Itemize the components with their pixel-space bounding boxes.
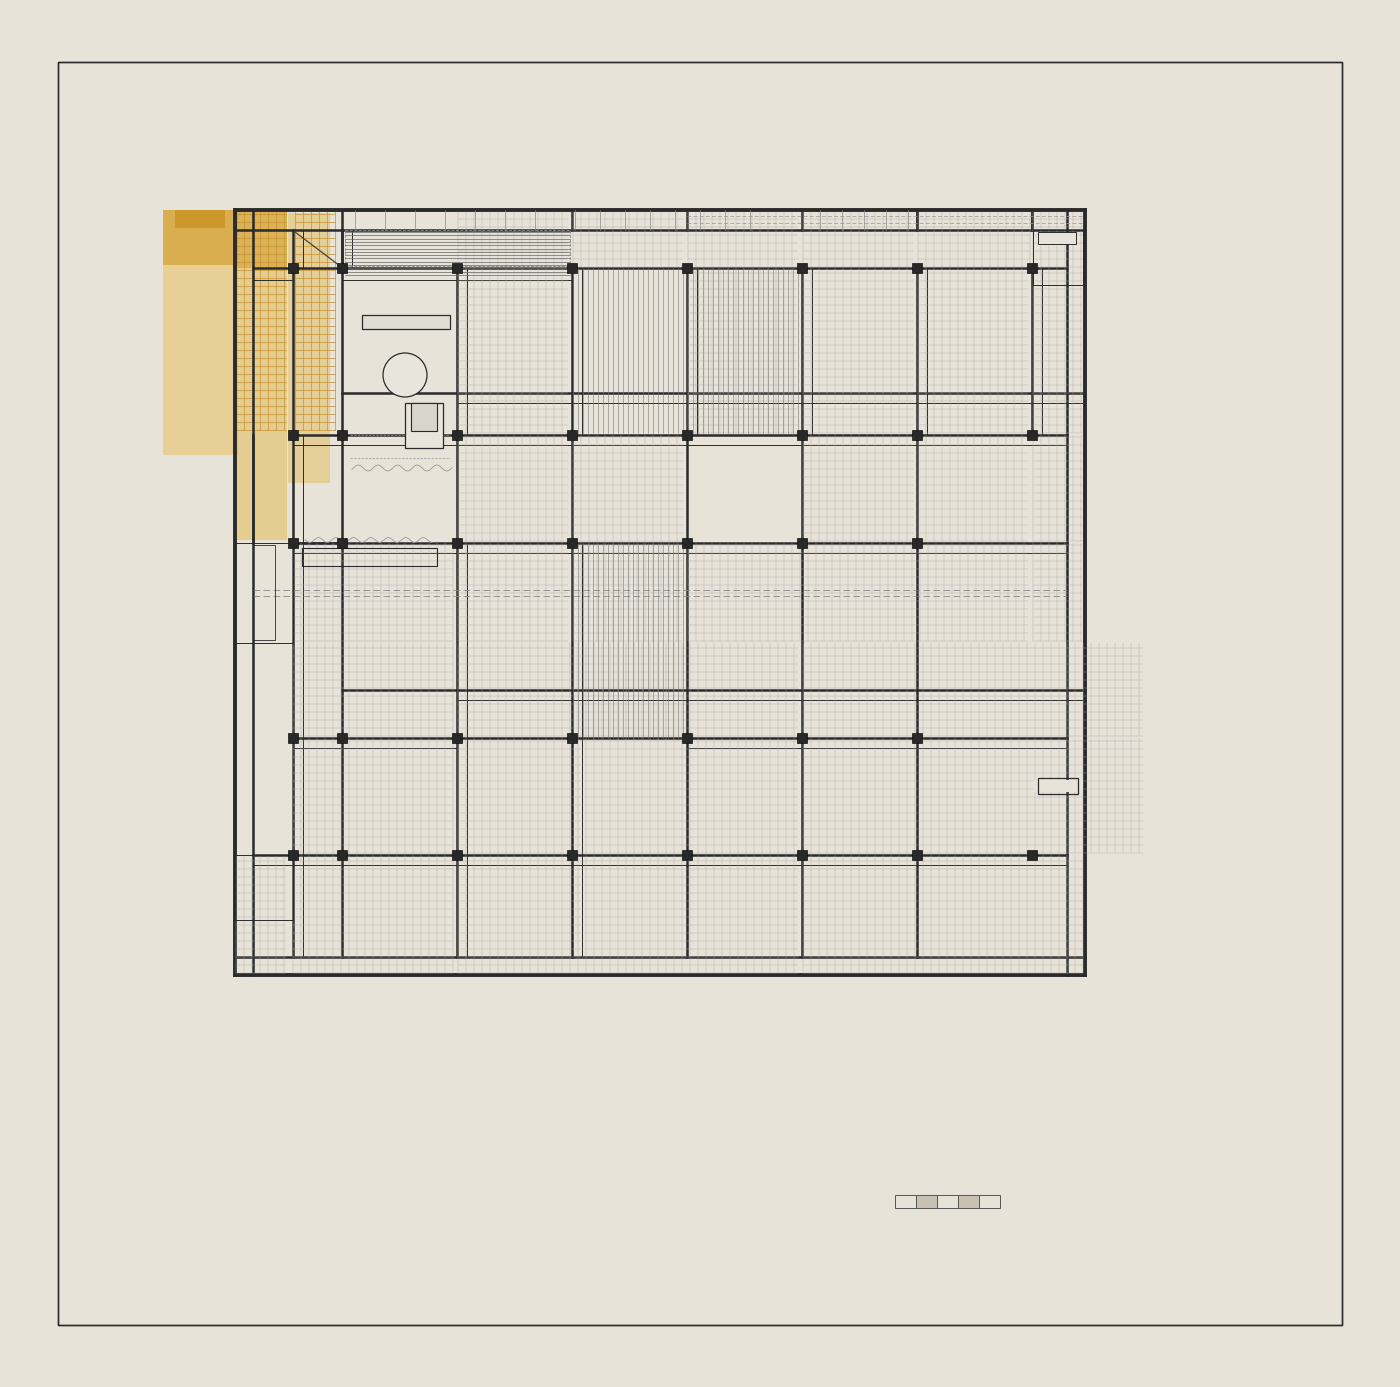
Bar (797, 732, 806, 743)
Bar (911, 538, 923, 548)
Bar (567, 732, 577, 743)
Bar (567, 538, 577, 548)
Bar (452, 430, 462, 440)
Bar (797, 850, 806, 860)
Bar (288, 538, 298, 548)
Bar (288, 850, 298, 860)
Circle shape (384, 354, 427, 397)
Bar (235, 209, 287, 268)
Bar (1028, 430, 1037, 440)
Bar (452, 850, 462, 860)
Bar (235, 209, 287, 540)
Bar (1033, 779, 1084, 792)
Bar (412, 404, 437, 431)
Bar (452, 538, 462, 548)
Bar (682, 430, 692, 440)
Bar (937, 1196, 958, 1208)
Bar (405, 404, 442, 448)
Bar (302, 548, 437, 566)
Bar (797, 538, 806, 548)
Bar (911, 430, 923, 440)
Bar (235, 854, 293, 920)
Bar (288, 264, 298, 273)
Bar (682, 850, 692, 860)
Bar (175, 209, 225, 227)
Bar (253, 545, 274, 639)
Bar (337, 430, 347, 440)
Bar (235, 542, 293, 644)
Bar (682, 264, 692, 273)
Bar (911, 264, 923, 273)
Bar (1028, 264, 1037, 273)
Bar (1037, 232, 1077, 244)
Bar (337, 850, 347, 860)
Bar (337, 264, 347, 273)
Bar (567, 850, 577, 860)
Bar (911, 732, 923, 743)
Bar (1028, 850, 1037, 860)
Bar (1037, 778, 1078, 793)
Bar (682, 538, 692, 548)
Bar (162, 209, 238, 455)
Bar (288, 732, 298, 743)
Bar (567, 430, 577, 440)
Bar (958, 1196, 979, 1208)
Bar (916, 1196, 937, 1208)
Bar (797, 264, 806, 273)
Bar (895, 1196, 916, 1208)
Bar (1033, 230, 1084, 284)
Bar (452, 264, 462, 273)
Bar (911, 850, 923, 860)
Bar (162, 209, 238, 265)
Bar (797, 430, 806, 440)
Bar (682, 732, 692, 743)
Bar (979, 1196, 1000, 1208)
Bar (363, 315, 449, 329)
Bar (337, 538, 347, 548)
Bar (567, 264, 577, 273)
Bar (288, 214, 330, 483)
Bar (452, 732, 462, 743)
Bar (337, 732, 347, 743)
Bar (288, 430, 298, 440)
